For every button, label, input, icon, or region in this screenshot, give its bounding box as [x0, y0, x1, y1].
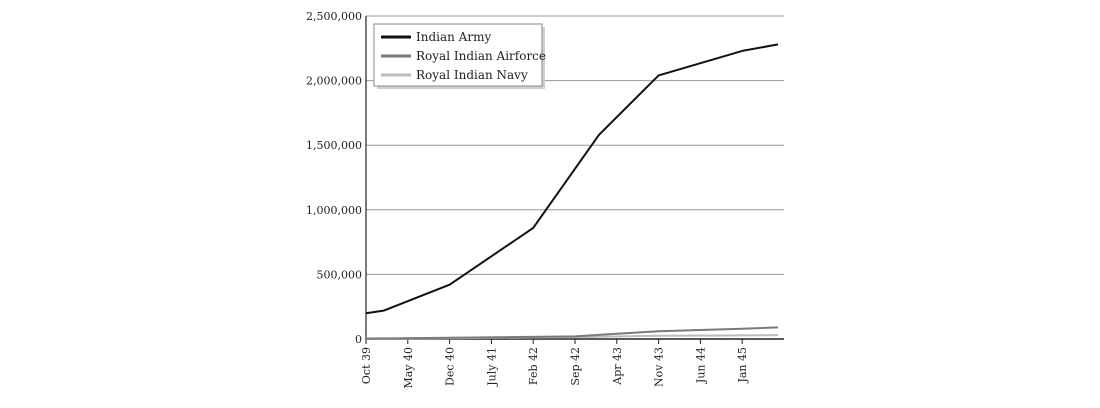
x-tick-label: May 40 — [402, 347, 415, 389]
x-tick-label: Nov 43 — [653, 347, 666, 387]
y-tick-label: 2,000,000 — [306, 75, 362, 88]
y-tick-label: 2,500,000 — [306, 10, 362, 23]
legend-label: Indian Army — [416, 30, 491, 44]
y-tick-label: 1,000,000 — [306, 204, 362, 217]
y-tick-label: 1,500,000 — [306, 139, 362, 152]
y-tick-label: 0 — [355, 333, 362, 346]
legend-label: Royal Indian Airforce — [416, 49, 546, 63]
legend-label: Royal Indian Navy — [416, 68, 528, 82]
x-tick-label: Sep 42 — [569, 347, 582, 386]
x-tick-label: Apr 43 — [611, 347, 624, 386]
x-tick-label: Feb 42 — [527, 347, 540, 385]
x-tick-label: Oct 39 — [360, 347, 373, 384]
x-tick-label: July 41 — [485, 347, 498, 387]
y-tick-label: 500,000 — [317, 268, 363, 281]
x-tick-label: Dec 40 — [444, 347, 457, 386]
x-tick-label: Jan 45 — [736, 347, 749, 384]
series-line — [365, 43, 779, 315]
x-tick-label: Jun 44 — [694, 347, 707, 384]
series-line — [365, 326, 779, 340]
